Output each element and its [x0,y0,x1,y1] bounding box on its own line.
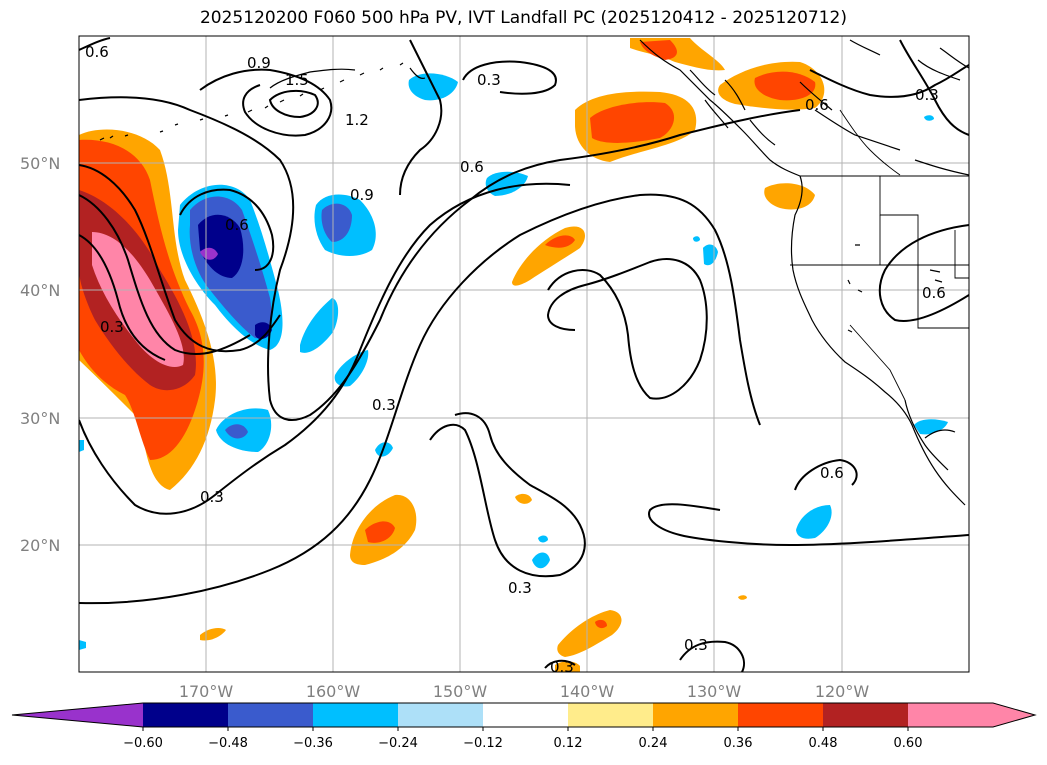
colorbar-bin [908,703,993,727]
contour-label: 1.5 [285,71,309,89]
colorbar-tick-label: 0.24 [639,736,668,751]
contour-label: 0.3 [684,636,708,654]
colorbar-bin [738,703,823,727]
colorbar-tick-label: 0.60 [894,736,923,751]
map-frame [78,35,970,673]
lat-label: 50°N [20,154,60,173]
colorbar-tick-label: −0.60 [123,736,163,751]
contour-label: 0.6 [805,96,829,114]
colorbar-tick-label: −0.48 [208,736,248,751]
colorbar-bin [313,703,398,727]
contour-label: 1.2 [345,111,369,129]
lat-label: 30°N [20,409,60,428]
pv-contours [79,37,969,672]
lon-label: 160°W [306,682,361,701]
colorbar-tick-label: 0.36 [724,736,753,751]
colorbar-tick-label: −0.36 [293,736,333,751]
contour-label: 0.9 [350,186,374,204]
contour-label: 0.3 [372,396,396,414]
lon-label: 130°W [687,682,742,701]
colorbar-bin [398,703,483,727]
colorbar-bin [568,703,653,727]
contour-label: 0.6 [460,158,484,176]
map-title: 2025120200 F060 500 hPa PV, IVT Landfall… [199,8,847,28]
contour-label: 0.3 [100,318,124,336]
colorbar-tick-label: 0.12 [554,736,583,751]
colorbar-bin [653,703,738,727]
lon-labels: 170°W 160°W 150°W 140°W 130°W 120°W [179,682,870,701]
colorbar-min-arrow [12,703,143,727]
lon-label: 150°W [433,682,488,701]
contour-label: 0.3 [915,86,939,104]
contour-label: 0.6 [820,464,844,482]
colorbar-bin [228,703,313,727]
contour-label: 0.3 [477,71,501,89]
contour-label: 0.6 [225,216,249,234]
lon-label: 120°W [815,682,870,701]
colorbar-bin [483,703,568,727]
colorbar-max-arrow [993,703,1035,727]
political-borders [790,109,969,401]
contour-label: 0.3 [550,658,574,676]
lon-label: 140°W [560,682,615,701]
colorbar-tick-label: 0.48 [809,736,838,751]
colorbar-tick-label: −0.24 [378,736,418,751]
colorbar-bin [823,703,908,727]
contour-label: 0.6 [922,284,946,302]
lat-label: 20°N [20,536,60,555]
contour-labels: 0.6 0.9 1.5 1.2 0.3 0.9 0.6 0.6 0.6 0.3 … [85,43,946,676]
contour-label: 0.6 [85,43,109,61]
map-area: 0.6 0.9 1.5 1.2 0.3 0.9 0.6 0.6 0.6 0.3 … [79,36,969,676]
lat-label: 40°N [20,281,60,300]
contour-label: 0.3 [200,488,224,506]
coastlines [99,39,969,506]
lon-label: 170°W [179,682,234,701]
contour-label: 0.3 [508,579,532,597]
contour-label: 0.9 [247,54,271,72]
lat-labels: 50°N 40°N 30°N 20°N [20,154,60,555]
colorbar-bin [143,703,228,727]
pv-negative-shading [79,73,948,650]
colorbar: −0.60 −0.48 −0.36 −0.24 −0.12 0.12 0.24 0.36 0.4… [11,702,1037,751]
pv-positive-shading [79,38,825,672]
colorbar-tick-label: −0.12 [463,736,503,751]
